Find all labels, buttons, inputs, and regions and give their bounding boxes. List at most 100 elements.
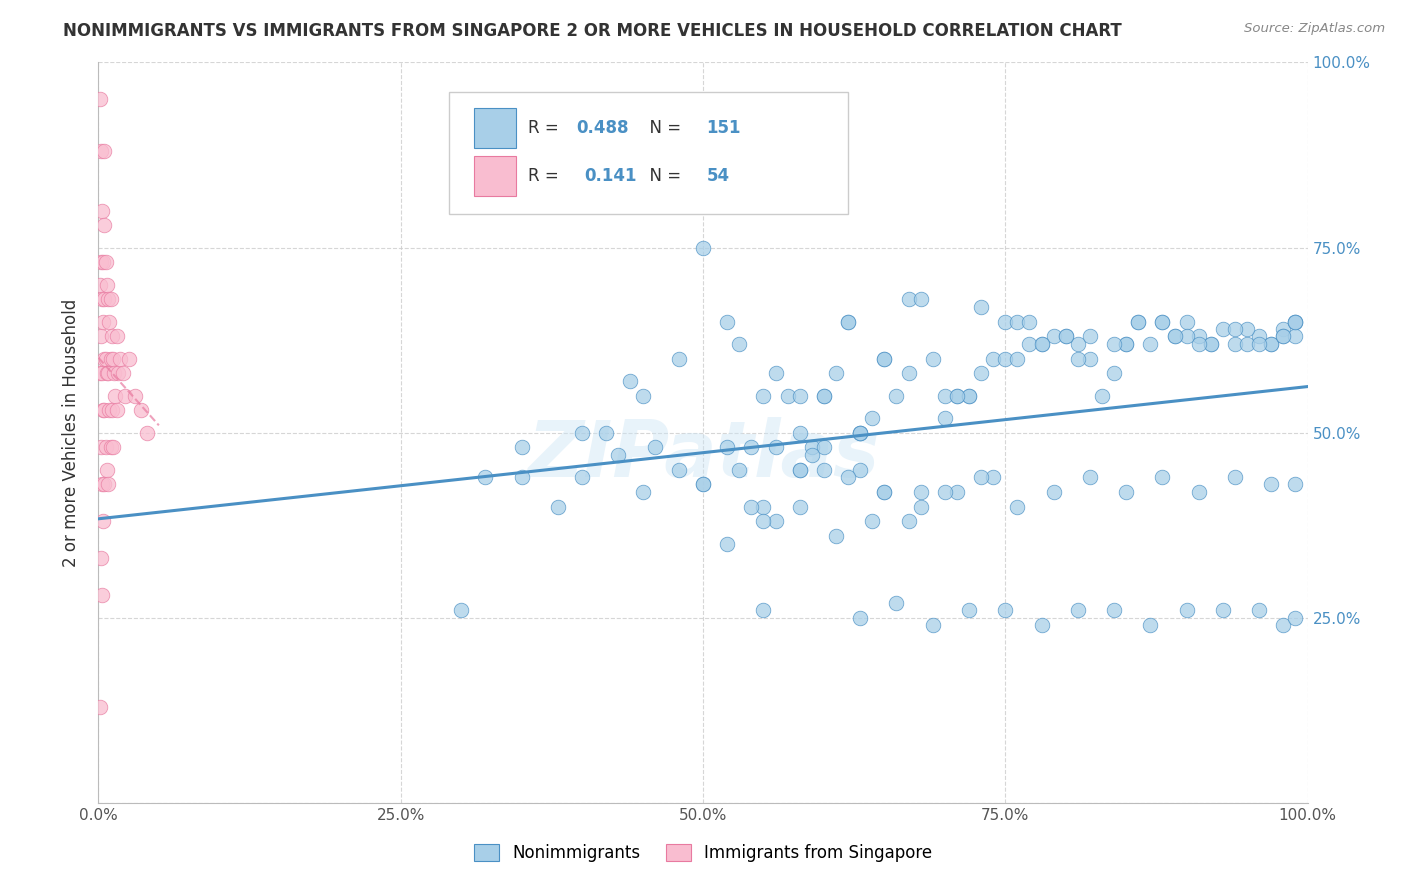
Point (752, 603, 775, 617)
Point (1284, 314, 1306, 328)
Point (619, 374, 641, 388)
Point (752, 515, 775, 529)
Point (1007, 500, 1029, 514)
Point (1115, 336, 1137, 351)
Point (97, 477, 120, 491)
Point (970, 367, 993, 381)
Point (1128, 314, 1150, 328)
Point (118, 351, 141, 366)
Point (1260, 336, 1282, 351)
Point (910, 500, 932, 514)
Point (91, 403, 114, 417)
Point (692, 240, 714, 255)
Point (91, 255, 114, 269)
Point (1236, 336, 1258, 351)
Point (752, 500, 775, 514)
Point (510, 470, 533, 484)
Point (740, 441, 762, 455)
Point (994, 351, 1017, 366)
Point (96, 462, 118, 476)
Point (837, 314, 859, 328)
Point (789, 462, 811, 476)
Point (1260, 336, 1282, 351)
Point (825, 529, 848, 543)
Point (91, 203, 114, 218)
Point (89, 92, 111, 106)
Point (1102, 603, 1125, 617)
Point (849, 462, 872, 476)
Point (957, 388, 980, 402)
Point (910, 484, 932, 499)
Point (97, 367, 120, 381)
Point (1236, 322, 1258, 336)
Text: N =: N = (638, 119, 686, 136)
Point (89, 367, 111, 381)
Point (107, 367, 129, 381)
Point (994, 314, 1017, 328)
Point (728, 336, 751, 351)
Point (1067, 603, 1090, 617)
Point (1175, 314, 1198, 328)
Point (1272, 329, 1295, 343)
Point (103, 367, 125, 381)
Point (94, 255, 117, 269)
Point (96, 277, 118, 292)
Point (1031, 618, 1053, 632)
Y-axis label: 2 or more Vehicles in Household: 2 or more Vehicles in Household (62, 299, 80, 566)
Point (970, 300, 993, 314)
Point (1007, 351, 1029, 366)
Point (849, 425, 872, 440)
Point (789, 425, 811, 440)
Point (886, 388, 908, 402)
Point (1272, 329, 1295, 343)
Point (765, 441, 787, 455)
Point (946, 388, 969, 402)
Point (1152, 470, 1174, 484)
Point (740, 500, 762, 514)
Point (450, 603, 472, 617)
Point (510, 441, 533, 455)
Point (1249, 329, 1271, 343)
Point (765, 515, 787, 529)
Point (873, 351, 896, 366)
Point (921, 351, 943, 366)
Point (873, 484, 896, 499)
Point (1031, 336, 1053, 351)
Point (849, 425, 872, 440)
Point (94, 351, 117, 366)
Point (849, 425, 872, 440)
Point (897, 293, 920, 307)
Point (100, 329, 122, 343)
Point (1212, 322, 1234, 336)
Point (910, 293, 932, 307)
Point (981, 470, 1004, 484)
Point (93, 293, 115, 307)
Point (813, 441, 835, 455)
Point (93, 145, 115, 159)
Point (129, 403, 152, 417)
Point (91, 314, 114, 328)
Point (90, 145, 112, 159)
Point (124, 388, 146, 402)
Point (100, 351, 122, 366)
Point (1031, 336, 1053, 351)
Point (135, 425, 157, 440)
Point (1067, 336, 1090, 351)
Point (1007, 314, 1029, 328)
Point (595, 425, 617, 440)
Point (789, 388, 811, 402)
Point (104, 388, 127, 402)
Text: 54: 54 (707, 167, 730, 185)
Point (1188, 336, 1211, 351)
Point (98, 314, 121, 328)
Point (1260, 477, 1282, 491)
Point (1188, 484, 1211, 499)
Point (668, 351, 690, 366)
Point (1249, 336, 1271, 351)
Point (934, 484, 956, 499)
FancyBboxPatch shape (474, 156, 516, 195)
Point (765, 367, 787, 381)
Point (825, 367, 848, 381)
Text: R =: R = (527, 167, 569, 185)
Point (1188, 329, 1211, 343)
